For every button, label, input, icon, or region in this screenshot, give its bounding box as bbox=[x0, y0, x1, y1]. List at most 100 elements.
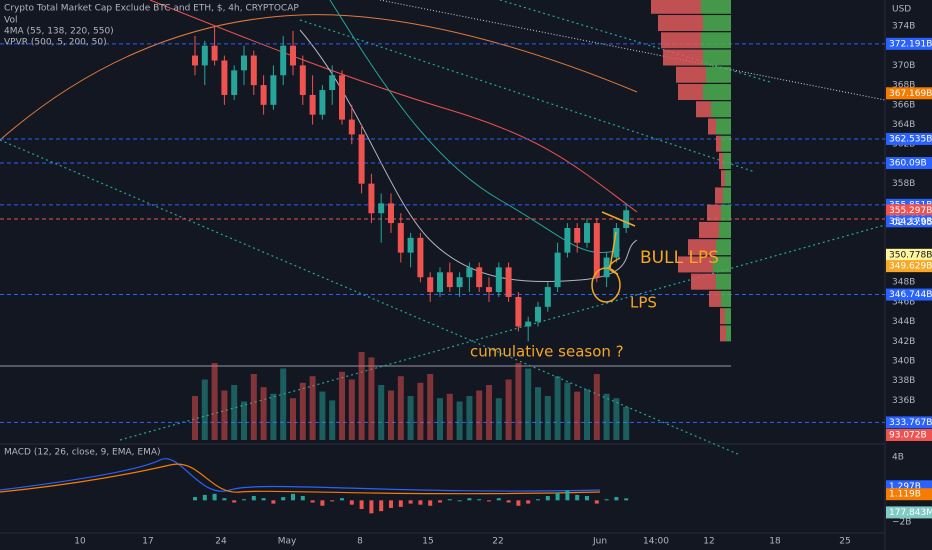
volume-bar bbox=[358, 352, 365, 440]
volume-bar bbox=[623, 407, 630, 440]
candle-body bbox=[280, 45, 287, 76]
profile-up bbox=[713, 256, 731, 273]
profile-up bbox=[725, 308, 731, 325]
candle-body bbox=[554, 252, 561, 288]
macd-histogram-bar bbox=[300, 496, 305, 501]
candle-body bbox=[260, 85, 267, 105]
symbol-title: Crypto Total Market Cap Exclude BTC and … bbox=[4, 4, 299, 14]
macd-histogram-bar bbox=[202, 494, 207, 501]
candle-body bbox=[584, 223, 590, 243]
volume-bar bbox=[564, 382, 571, 440]
profile-down bbox=[719, 152, 723, 169]
volume-bar bbox=[446, 393, 453, 440]
macd-histogram-bar bbox=[477, 499, 482, 501]
candle-body bbox=[319, 90, 326, 115]
profile-down bbox=[661, 32, 701, 49]
y-tick-label: 358B bbox=[892, 179, 915, 189]
macd-histogram-bar bbox=[438, 500, 442, 503]
price-marker-label: 349.629B bbox=[889, 262, 932, 272]
macd-histogram-bar bbox=[232, 500, 237, 503]
candle-body bbox=[486, 287, 492, 293]
x-tick-label: 14:00 bbox=[643, 537, 669, 547]
candle-body bbox=[192, 55, 198, 66]
volume-bar bbox=[388, 390, 394, 440]
indicator-label: VPVR (500, 5, 200, 50) bbox=[4, 38, 107, 48]
candle-body bbox=[495, 267, 502, 293]
macd-histogram-bar bbox=[575, 494, 580, 501]
price-marker bbox=[886, 416, 932, 429]
candle-body bbox=[348, 119, 355, 135]
currency-label: USD bbox=[892, 5, 911, 15]
profile-down bbox=[707, 204, 721, 221]
profile-up bbox=[721, 290, 731, 307]
x-tick-label: 8 bbox=[357, 537, 363, 547]
volume-bar bbox=[437, 398, 443, 440]
profile-down bbox=[696, 101, 711, 118]
macd-histogram-bar bbox=[320, 500, 325, 506]
candle-body bbox=[309, 94, 316, 115]
profile-down bbox=[699, 221, 719, 238]
macd-histogram-bar bbox=[271, 500, 276, 504]
countdown: 02:23:05 bbox=[892, 218, 932, 228]
price-marker-label: 1.297B bbox=[889, 482, 921, 492]
volume-bar bbox=[544, 396, 551, 440]
macd-histogram-bar bbox=[467, 498, 472, 501]
price-marker bbox=[886, 288, 932, 301]
volume-bar bbox=[201, 379, 208, 440]
candle-body bbox=[329, 75, 336, 91]
profile-up bbox=[716, 118, 731, 135]
profile-up bbox=[726, 325, 731, 342]
volume-bar bbox=[250, 374, 257, 440]
volume-bar bbox=[319, 391, 326, 440]
price-marker-label: 177.843M bbox=[889, 508, 932, 518]
profile-up bbox=[723, 187, 731, 204]
x-tick-label: May bbox=[278, 537, 297, 547]
candle-body bbox=[290, 45, 296, 66]
price-marker-label: 355.297B bbox=[889, 206, 932, 216]
price-marker bbox=[886, 132, 932, 145]
profile-up bbox=[703, 84, 731, 101]
macd-histogram-bar bbox=[526, 500, 531, 504]
macd-histogram-bar bbox=[261, 498, 266, 501]
profile-down bbox=[678, 256, 713, 273]
profile-down bbox=[708, 118, 716, 135]
candle-body bbox=[476, 267, 483, 288]
profile-down bbox=[651, 0, 701, 14]
x-tick-label: 24 bbox=[215, 537, 227, 547]
volume-bar bbox=[397, 376, 404, 440]
indicator-label: Vol bbox=[4, 16, 17, 26]
y-tick-label: 370B bbox=[892, 61, 915, 71]
volume-bar bbox=[525, 368, 532, 440]
candle-body bbox=[378, 203, 385, 214]
price-marker bbox=[886, 506, 932, 519]
profile-down bbox=[691, 273, 716, 290]
volume-bar bbox=[368, 357, 375, 440]
price-marker bbox=[886, 87, 932, 100]
price-marker-label: 350.778B bbox=[889, 250, 932, 260]
macd-histogram-bar bbox=[212, 493, 217, 501]
volume-bar bbox=[270, 393, 277, 440]
candle-body bbox=[613, 227, 620, 258]
macd-histogram-bar bbox=[369, 500, 374, 514]
macd-histogram-bar bbox=[359, 500, 364, 509]
y-tick-label: 342B bbox=[892, 337, 915, 347]
volume-bar bbox=[348, 379, 355, 440]
candle-body bbox=[593, 223, 600, 278]
volume-bar bbox=[535, 387, 541, 440]
volume-bar bbox=[427, 374, 434, 440]
price-marker-label: 367.169B bbox=[889, 89, 932, 99]
profile-up bbox=[721, 135, 731, 152]
y-tick-label: 366B bbox=[892, 100, 915, 110]
price-marker bbox=[886, 248, 932, 261]
y-tick-label: 344B bbox=[892, 317, 915, 327]
y-tick-label: 4B bbox=[892, 453, 904, 463]
candle-body bbox=[358, 134, 365, 184]
volume-bar bbox=[603, 393, 610, 440]
indicator-label: 4MA (55, 138, 220, 550) bbox=[4, 27, 114, 37]
macd-histogram-bar bbox=[418, 500, 423, 505]
candle-body bbox=[535, 306, 541, 322]
volume-bar bbox=[417, 382, 424, 440]
x-tick-label: 15 bbox=[422, 537, 433, 547]
